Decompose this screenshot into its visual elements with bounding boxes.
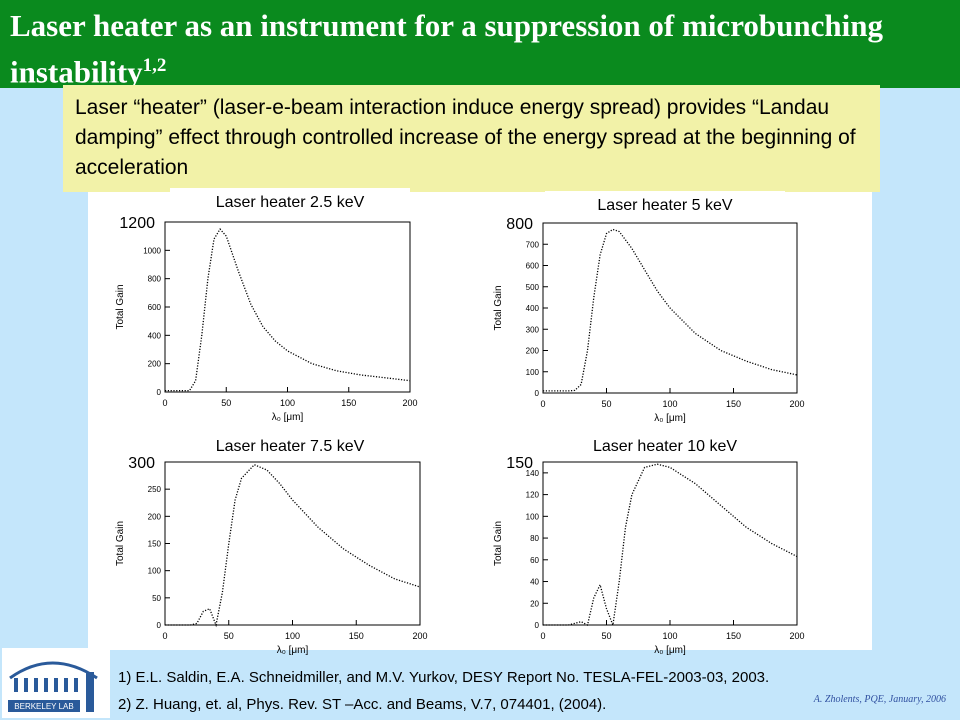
y-tick-label: 150 (148, 540, 162, 549)
y-axis-label: Total Gain (115, 521, 126, 566)
x-tick-label: 0 (540, 399, 545, 409)
figure-panel (88, 190, 872, 650)
callout: Laser “heater” (laser-e-beam interaction… (63, 85, 880, 192)
title-bg (170, 432, 410, 458)
gain-curve (543, 463, 798, 628)
plot-frame (542, 461, 798, 626)
y-axis-label: Total Gain (115, 284, 126, 329)
y-axis-label: Total Gain (493, 285, 504, 330)
x-tick-label: 100 (280, 398, 295, 408)
gain-curve (543, 228, 798, 392)
x-tick-label: 200 (412, 631, 427, 641)
x-axis-label: λ₀ [μm] (272, 412, 304, 423)
x-tick-label: 150 (341, 398, 356, 408)
y-axis-max-label: 800 (506, 216, 533, 233)
x-axis-label: λ₀ [μm] (277, 645, 309, 656)
x-tick-label: 100 (662, 399, 677, 409)
y-tick-label: 0 (157, 388, 162, 397)
x-tick-label: 200 (789, 399, 804, 409)
y-tick-label: 140 (526, 469, 540, 478)
title-bg (545, 191, 785, 217)
x-axis-label: λ₀ [μm] (654, 413, 686, 424)
chart-title: Laser heater 7.5 keV (216, 438, 365, 455)
logo-pillars (14, 672, 94, 712)
y-tick-label: 0 (157, 621, 162, 630)
chart-title: Laser heater 10 keV (593, 438, 737, 455)
x-tick-label: 150 (726, 631, 741, 641)
y-tick-label: 0 (535, 621, 540, 630)
y-tick-label: 0 (535, 389, 540, 398)
x-tick-label: 0 (162, 631, 167, 641)
y-tick-label: 600 (148, 303, 162, 312)
y-tick-label: 100 (148, 567, 162, 576)
gain-curve (165, 228, 411, 392)
reference: 2) Z. Huang, et. al, Phys. Rev. ST –Acc.… (118, 696, 607, 713)
x-axis-label: λ₀ [μm] (654, 645, 686, 656)
plot-frame (164, 221, 411, 393)
y-tick-label: 200 (148, 360, 162, 369)
y-tick-label: 800 (148, 275, 162, 284)
y-tick-label: 500 (526, 283, 540, 292)
y-tick-label: 300 (526, 325, 540, 334)
plot-frame (164, 461, 421, 626)
x-tick-label: 0 (162, 398, 167, 408)
y-tick-label: 20 (530, 599, 539, 608)
y-tick-label: 200 (526, 347, 540, 356)
x-tick-label: 200 (402, 398, 417, 408)
y-tick-label: 40 (530, 578, 539, 587)
y-tick-label: 1000 (143, 246, 161, 255)
title-bg (545, 432, 785, 458)
logo: BERKELEY LAB (2, 648, 110, 718)
x-tick-label: 200 (789, 631, 804, 641)
y-tick-label: 600 (526, 262, 540, 271)
y-tick-label: 400 (526, 304, 540, 313)
title-text: Laser heater as an instrument for a supp… (10, 8, 883, 90)
x-tick-label: 100 (285, 631, 300, 641)
chart-title: Laser heater 2.5 keV (216, 194, 365, 211)
y-tick-label: 400 (148, 331, 162, 340)
y-axis-label: Total Gain (493, 521, 504, 566)
slide-title: Laser heater as an instrument for a supp… (0, 0, 960, 90)
footer: A. Zholents, PQE, January, 2006 (813, 694, 946, 705)
y-axis-max-label: 150 (506, 455, 533, 472)
y-tick-label: 80 (530, 534, 539, 543)
y-tick-label: 100 (526, 512, 540, 521)
x-tick-label: 150 (349, 631, 364, 641)
chart-title: Laser heater 5 keV (597, 197, 733, 214)
y-tick-label: 60 (530, 556, 539, 565)
y-tick-label: 700 (526, 240, 540, 249)
x-tick-label: 50 (601, 399, 611, 409)
y-tick-label: 50 (152, 594, 161, 603)
y-axis-max-label: 1200 (119, 215, 155, 232)
y-tick-label: 100 (526, 368, 540, 377)
y-axis-max-label: 300 (128, 455, 155, 472)
x-tick-label: 50 (601, 631, 611, 641)
x-tick-label: 150 (726, 399, 741, 409)
y-tick-label: 120 (526, 491, 540, 500)
x-tick-label: 50 (224, 631, 234, 641)
x-tick-label: 100 (662, 631, 677, 641)
y-tick-label: 200 (148, 512, 162, 521)
logo-band (8, 700, 80, 712)
gain-curve (165, 463, 421, 628)
reference: 1) E.L. Saldin, E.A. Schneidmiller, and … (118, 669, 770, 686)
y-tick-label: 250 (148, 485, 162, 494)
title-bg (170, 188, 410, 214)
title-superscript: 1,2 (142, 55, 167, 76)
logo-text: BERKELEY LAB (14, 702, 73, 711)
references: 1) E.L. Saldin, E.A. Schneidmiller, and … (118, 664, 769, 718)
x-tick-label: 50 (221, 398, 231, 408)
x-tick-label: 0 (540, 631, 545, 641)
